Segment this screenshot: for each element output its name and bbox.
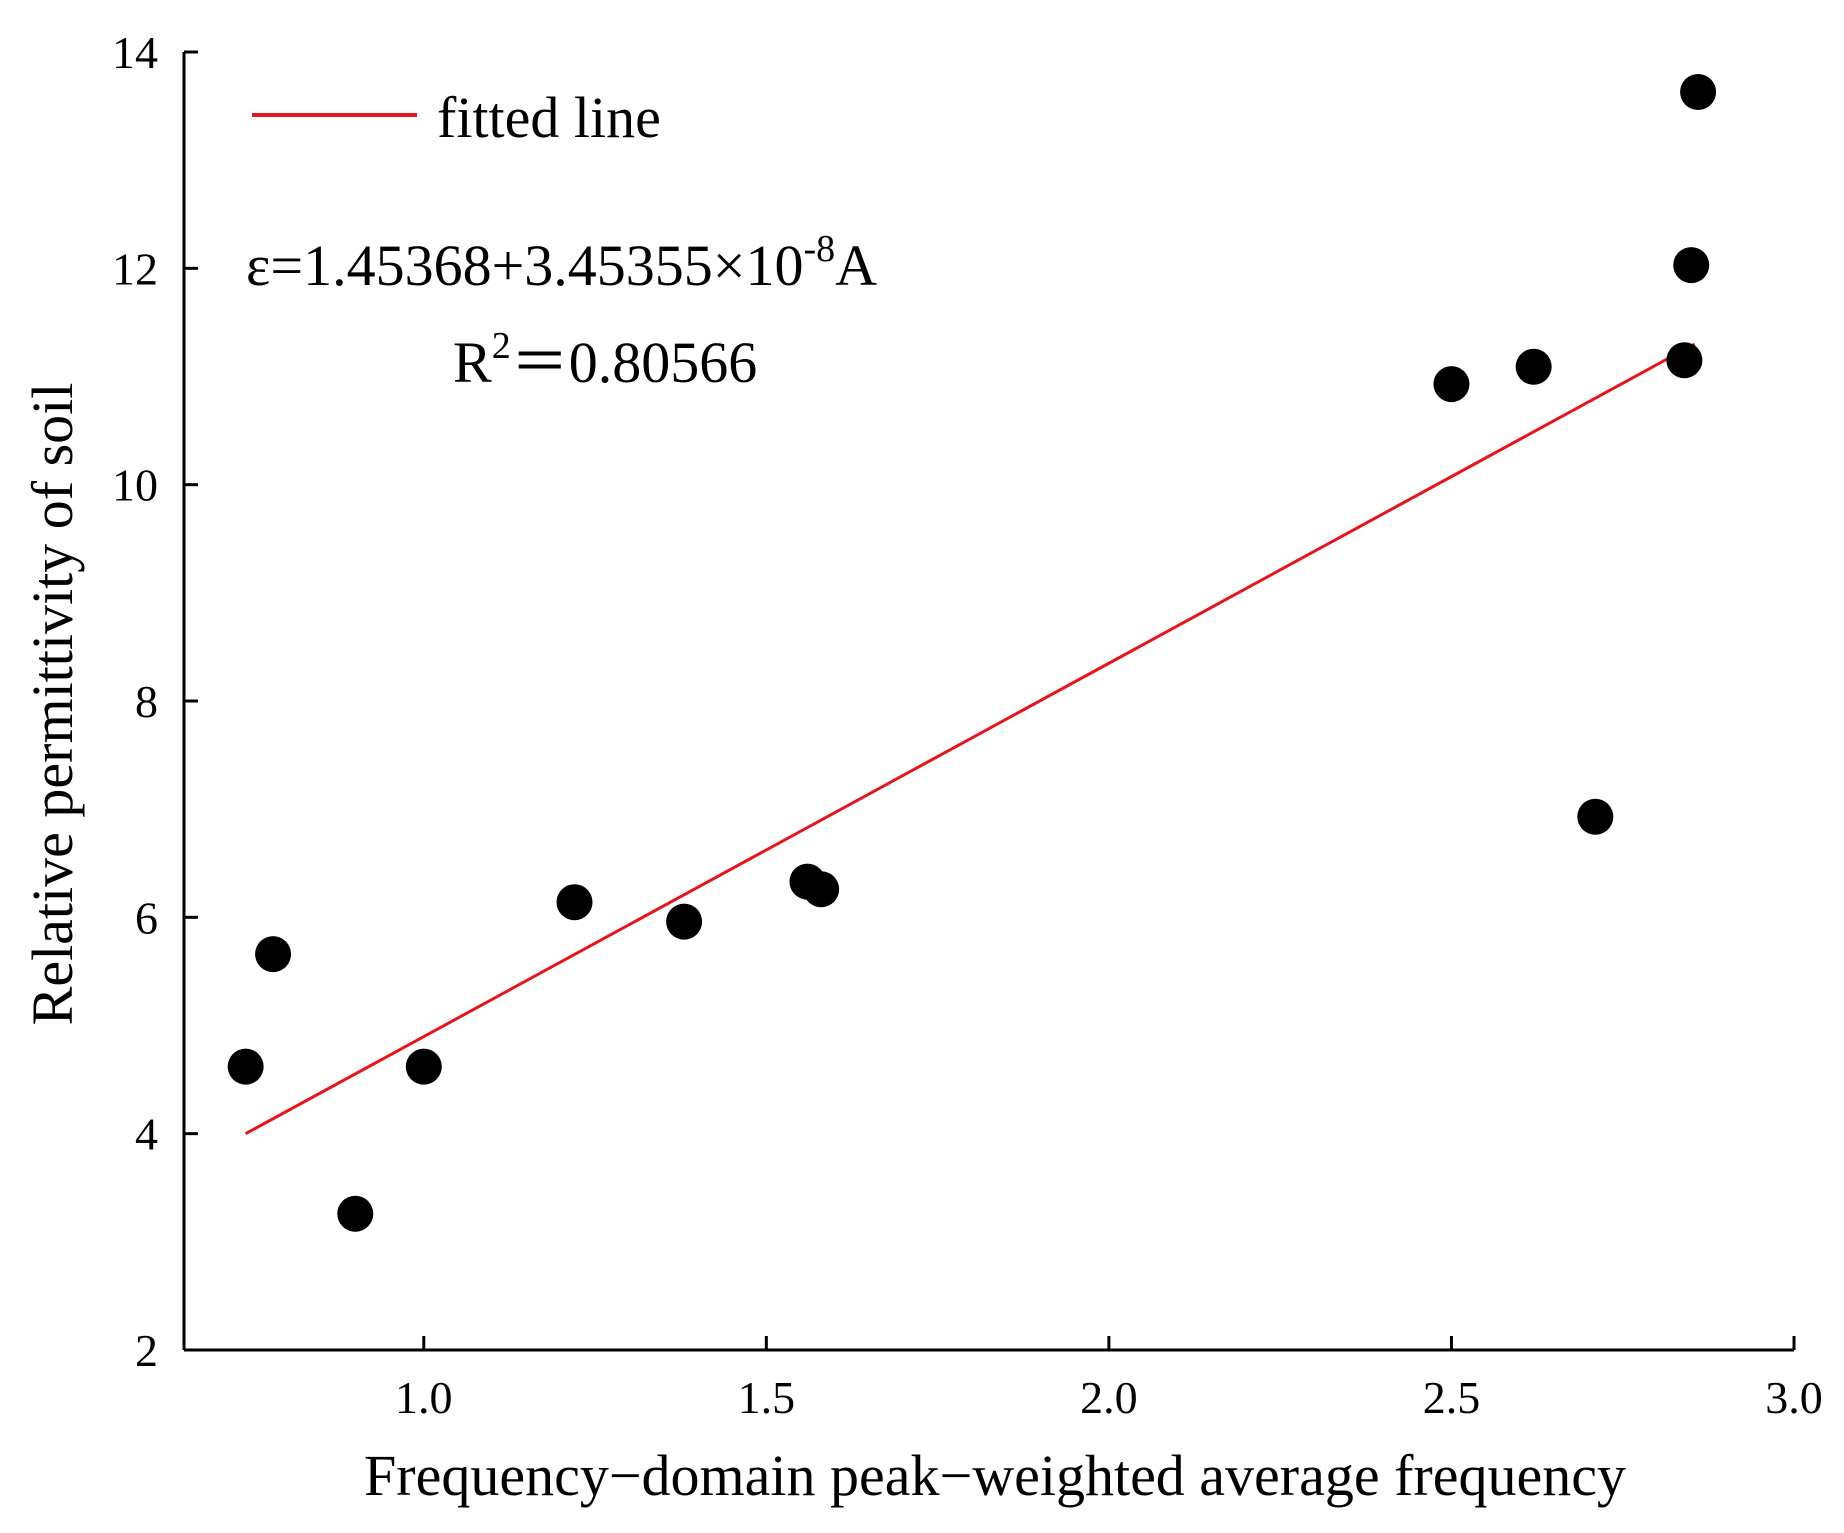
data-point [666,903,703,940]
y-tick-label: 10 [112,460,158,511]
x-tick-label: 3.0 [1765,1372,1823,1423]
data-point [1515,348,1552,385]
r2-prefix: R [453,330,492,395]
y-tick-label: 12 [112,243,158,294]
scatter-points [227,74,1717,1232]
y-tick-label: 14 [112,27,158,78]
data-point [1666,342,1703,379]
data-point [1433,366,1470,403]
r2-suffix: ＝0.80566 [511,330,758,395]
data-point [255,936,292,973]
data-point [227,1048,264,1085]
legend-label-fitted-line: fitted line [437,85,661,150]
data-point [337,1195,374,1232]
x-tick-label: 2.5 [1423,1372,1481,1423]
data-point [405,1048,442,1085]
r2-exponent: 2 [492,325,511,367]
x-tick-label: 1.0 [395,1372,453,1423]
data-point [803,871,840,908]
r-squared-value: R2＝0.80566 [453,325,757,395]
fitted-line [244,342,1696,1135]
x-axis-ticks: 1.0 1.5 2.0 2.5 3.0 [395,1336,1823,1423]
data-point [1673,247,1710,284]
y-tick-label: 6 [135,892,158,943]
equation-prefix: ε=1.45368+3.45355×10 [246,233,804,298]
data-point [1680,74,1717,111]
y-tick-label: 2 [135,1325,158,1376]
legend: fitted line [252,85,661,150]
regression-equation: ε=1.45368+3.45355×10-8A [246,228,877,298]
y-tick-label: 4 [135,1109,158,1160]
x-tick-label: 2.0 [1080,1372,1138,1423]
x-axis-title: Frequency−domain peak−weighted average f… [364,1443,1626,1508]
equation-suffix: A [835,233,877,298]
data-point [556,884,593,921]
y-axis-title: Relative permittivity of soil [20,383,85,1026]
y-axis-ticks: 2 4 6 8 10 12 14 [112,27,198,1376]
x-tick-label: 1.5 [738,1372,796,1423]
data-point [1577,798,1614,835]
y-tick-label: 8 [135,676,158,727]
equation-exponent: -8 [804,228,836,270]
